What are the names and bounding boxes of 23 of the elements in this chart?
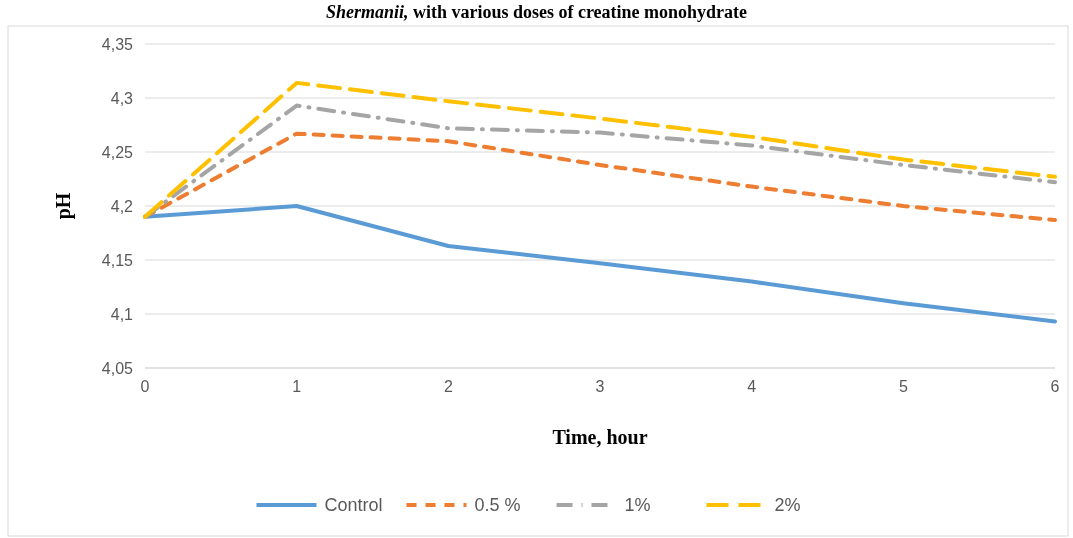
y-tick-label: 4,25 xyxy=(101,143,134,161)
x-tick-label: 3 xyxy=(595,378,605,395)
line-series xyxy=(143,204,1057,324)
line-series xyxy=(143,80,1057,219)
legend-label: 0.5 % xyxy=(474,495,521,516)
y-axis-title: pH xyxy=(52,192,75,220)
y-tick-label: 4,05 xyxy=(101,359,134,377)
x-tick-label: 6 xyxy=(1050,378,1060,395)
x-tick-label: 5 xyxy=(898,378,908,395)
y-tick-label: 4,15 xyxy=(101,251,134,269)
y-tick-label: 4,1 xyxy=(110,305,134,323)
x-tick-label: 0 xyxy=(140,378,150,395)
legend-label: Control xyxy=(324,495,383,516)
legend-label: 2% xyxy=(774,495,801,516)
x-tick-label: 1 xyxy=(292,378,302,395)
y-tick-label: 4,3 xyxy=(110,89,134,107)
x-tick-label: 2 xyxy=(443,378,453,395)
y-tick-label: 4,2 xyxy=(110,197,134,215)
x-axis-title: Time, hour xyxy=(552,426,648,448)
chart-title: Shermanii, with various doses of creatine monohydrate xyxy=(325,2,748,22)
y-tick-label: 4,35 xyxy=(101,35,134,53)
x-tick-label: 4 xyxy=(747,378,757,395)
legend-label: 1% xyxy=(624,495,651,516)
